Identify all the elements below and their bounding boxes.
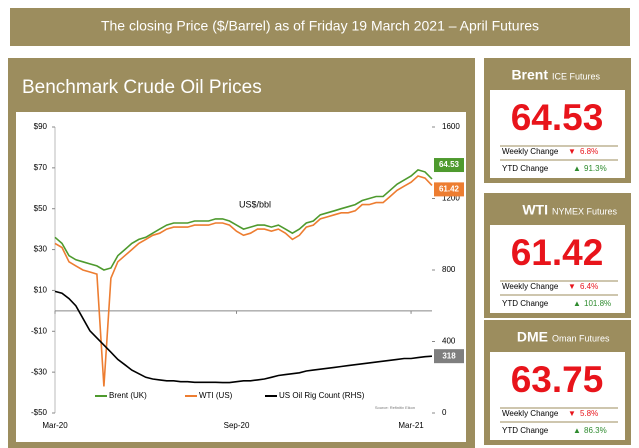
y2-tick-label: 1600 — [442, 122, 460, 131]
weekly-arrow: ▼ — [568, 147, 576, 156]
x-tick-label: Mar-20 — [42, 421, 68, 430]
legend-label: WTI (US) — [199, 391, 233, 400]
weekly-label: Weekly Change — [502, 147, 559, 156]
annotation: US$/bbl — [239, 199, 271, 209]
banner: The closing Price ($/Barrel) as of Frida… — [101, 18, 539, 34]
ytd-arrow: ▲ — [573, 426, 581, 435]
end-label: 61.42 — [439, 184, 460, 193]
card-box — [490, 352, 625, 440]
y2-tick-label: 800 — [442, 265, 456, 274]
legend-label: Brent (UK) — [109, 391, 147, 400]
y2-tick-label: 0 — [442, 408, 447, 417]
y-tick-label: -$10 — [31, 326, 48, 335]
weekly-arrow: ▼ — [568, 409, 576, 418]
card-name: DME — [517, 329, 548, 345]
y-tick-label: -$50 — [31, 408, 48, 417]
y-tick-label: $10 — [34, 286, 48, 295]
ytd-label: YTD Change — [502, 299, 549, 308]
card-exchange: NYMEX Futures — [552, 206, 618, 216]
legend-label: US Oil Rig Count (RHS) — [279, 391, 365, 400]
card-price: 64.53 — [511, 97, 604, 138]
ytd-label: YTD Change — [502, 164, 549, 173]
source: Source: Refinitiv Eikon — [375, 405, 415, 410]
card-exchange: Oman Futures — [552, 333, 610, 343]
y2-tick-label: 1200 — [442, 194, 460, 203]
ytd-arrow: ▲ — [573, 164, 581, 173]
series-line — [54, 169, 433, 271]
card-box — [490, 90, 625, 178]
end-label: 64.53 — [439, 160, 460, 169]
weekly-change: 5.8% — [580, 409, 598, 418]
chart-area — [16, 112, 466, 442]
banner-bg — [10, 8, 630, 46]
y-tick-label: $90 — [34, 122, 48, 131]
y-tick-label: $70 — [34, 163, 48, 172]
weekly-change: 6.8% — [580, 147, 598, 156]
y-tick-label: -$30 — [31, 367, 48, 376]
weekly-change: 6.4% — [580, 282, 598, 291]
x-tick-label: Sep-20 — [224, 421, 250, 430]
end-label: 318 — [442, 351, 456, 360]
end-label-bg — [434, 349, 464, 364]
card-price: 61.42 — [511, 232, 604, 273]
end-label-bg — [434, 182, 464, 197]
y-tick-label: $50 — [34, 204, 48, 213]
y2-tick-label: 400 — [442, 337, 456, 346]
card-box — [490, 225, 625, 313]
end-label-bg — [434, 158, 464, 173]
ytd-arrow: ▲ — [573, 299, 581, 308]
series-line — [54, 175, 433, 387]
series-line — [54, 290, 433, 384]
card-exchange: ICE Futures — [552, 71, 601, 81]
ytd-change: 86.3% — [584, 426, 607, 435]
ytd-change: 101.8% — [584, 299, 611, 308]
chart-title: Benchmark Crude Oil Prices — [22, 77, 262, 98]
card-name: Brent — [511, 67, 548, 83]
ytd-label: YTD Change — [502, 426, 549, 435]
x-tick-label: Mar-21 — [398, 421, 424, 430]
weekly-label: Weekly Change — [502, 409, 559, 418]
y-tick-label: $30 — [34, 245, 48, 254]
weekly-label: Weekly Change — [502, 282, 559, 291]
weekly-arrow: ▼ — [568, 282, 576, 291]
ytd-change: 91.3% — [584, 164, 607, 173]
card-price: 63.75 — [511, 359, 604, 400]
card-name: WTI — [522, 202, 548, 218]
